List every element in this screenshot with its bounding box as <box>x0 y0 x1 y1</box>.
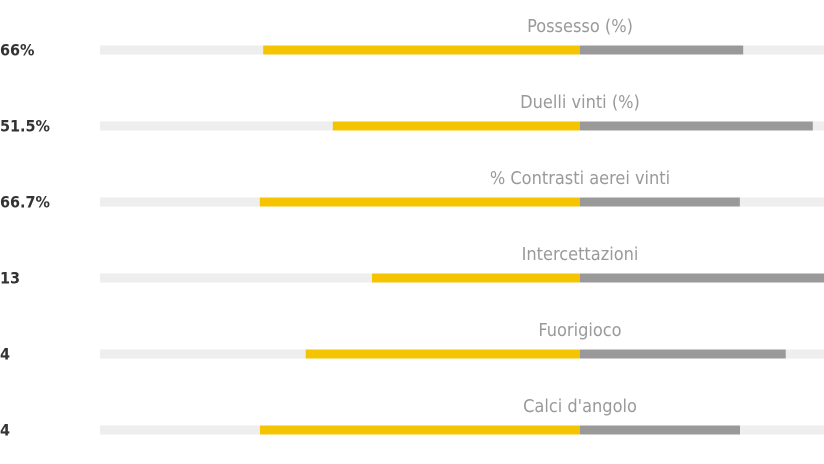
away-bar <box>580 349 786 359</box>
away-bar <box>580 45 744 55</box>
home-bar <box>305 349 580 359</box>
home-value: 66.7% <box>0 193 50 212</box>
stat-label: % Contrasti aerei vinti <box>490 168 670 189</box>
away-bar <box>580 197 740 207</box>
away-bar <box>580 121 813 131</box>
home-bar <box>372 273 580 283</box>
home-bar <box>259 197 580 207</box>
home-value: 4 <box>0 345 10 364</box>
home-value: 13 <box>0 269 20 288</box>
home-bar <box>260 425 580 435</box>
away-bar <box>580 273 824 283</box>
stat-label: Duelli vinti (%) <box>520 92 640 113</box>
stat-label: Fuorigioco <box>538 320 621 341</box>
stat-label: Intercettazioni <box>522 244 639 265</box>
home-value: 4 <box>0 421 10 440</box>
home-bar <box>263 45 580 55</box>
stat-label: Calci d'angolo <box>523 396 637 417</box>
home-bar <box>332 121 580 131</box>
home-value: 66% <box>0 41 34 60</box>
stat-label: Possesso (%) <box>527 16 633 37</box>
away-bar <box>580 425 740 435</box>
home-value: 51.5% <box>0 117 50 136</box>
